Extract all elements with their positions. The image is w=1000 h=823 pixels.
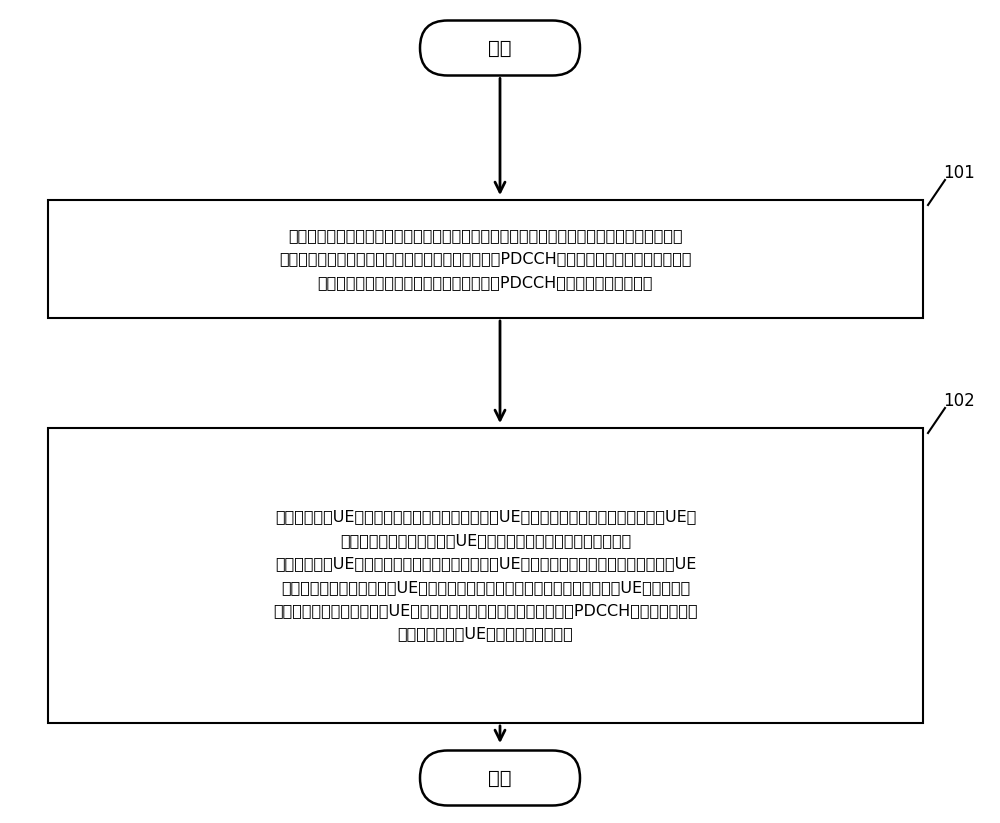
Text: 开始: 开始 (488, 39, 512, 58)
Text: 结束: 结束 (488, 769, 512, 788)
Bar (48, 200, 923, 318)
Bar (48, 428, 923, 723)
Text: 当小区的边缘UE接入网络后，网络侧利用所述边缘UE所在扇区的全覆盖载波为所述边缘UE配
置主载波，并配置所述边缘UE的调度授权方式为跨载波调度方式；
当小区的中: 当小区的边缘UE接入网络后，网络侧利用所述边缘UE所在扇区的全覆盖载波为所述边缘… (273, 509, 698, 641)
Text: 102: 102 (943, 392, 975, 410)
FancyBboxPatch shape (420, 751, 580, 806)
Text: 101: 101 (943, 164, 975, 182)
FancyBboxPatch shape (420, 21, 580, 76)
Text: 网络侧预先为每个扇区分别配置专用于提供网络覆盖的全覆盖载波，其中，相邻扇区的所述全
覆盖载波不相同；配置各扇区的所述全覆盖载波上的PDCCH采用正常功率发送，配: 网络侧预先为每个扇区分别配置专用于提供网络覆盖的全覆盖载波，其中，相邻扇区的所述… (279, 228, 692, 290)
